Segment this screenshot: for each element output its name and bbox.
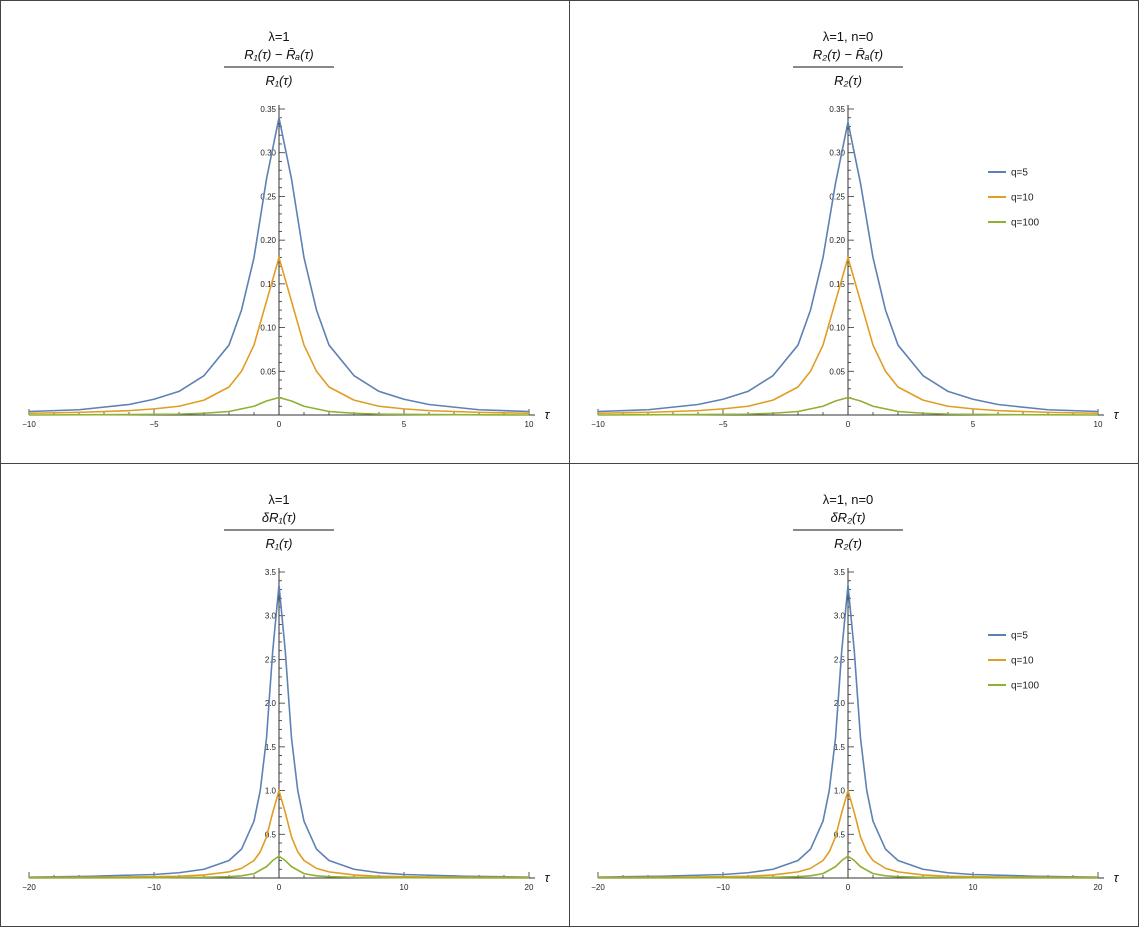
chart-panel-2: λ=1, n=0 R₂(τ) − R̄ₐ(τ) R₂(τ) −10 −5 0 5 10 τ 0.0…: [570, 1, 1138, 463]
series-line-q=100: [597, 855, 1099, 879]
y-tick-label: 1.5: [265, 743, 277, 752]
x-axis-label: τ: [545, 870, 551, 885]
chart-panel-4: λ=1, n=0 δR₂(τ) R₂(τ) −20 −10 0 10 20 τ 0.5 1.0 1.5…: [570, 464, 1138, 926]
y-tick-label: 0.10: [829, 324, 845, 333]
series-line-q=10: [28, 789, 530, 879]
y-tick-label: 0.5: [265, 830, 277, 839]
x-tick-label: 20: [1094, 883, 1103, 892]
y-tick-label: 0.30: [260, 149, 276, 158]
x-tick-label: −10: [147, 883, 161, 892]
x-tick-label: −5: [718, 420, 728, 429]
series-line-q=10: [597, 789, 1099, 879]
y-tick-label: 0.10: [260, 324, 276, 333]
y-tick-label: 0.20: [260, 236, 276, 245]
x-tick-label: −10: [22, 420, 36, 429]
series-line-q=5: [597, 121, 1099, 413]
series-line-q=10: [597, 256, 1099, 415]
x-tick-label: 0: [846, 420, 851, 429]
x-axis-label: τ: [545, 407, 551, 422]
series-line-q=5: [28, 116, 530, 413]
y-tick-label: 0.35: [260, 105, 276, 114]
x-tick-label: 10: [1094, 420, 1103, 429]
y-tick-label: 1.0: [834, 787, 846, 796]
y-tick-label: 0.05: [829, 367, 845, 376]
y-tick-label: 2.5: [265, 655, 277, 664]
x-tick-label: −10: [591, 420, 605, 429]
y-tick-label: 0.15: [260, 280, 276, 289]
x-tick-label: 5: [402, 420, 407, 429]
fraction-numerator: R₁(τ) − R̄ₐ(τ): [244, 47, 313, 62]
legend-label: q=5: [1011, 168, 1028, 179]
chart-panel-1: λ=1 R₁(τ) − R̄ₐ(τ) R₁(τ) −10 −5 0 5 10 τ 0.05 0.10…: [1, 1, 569, 463]
y-tick-label: 0.30: [829, 149, 845, 158]
x-tick-label: −5: [149, 420, 159, 429]
series-line-q=10: [28, 256, 530, 415]
chart-title: λ=1, n=0: [823, 492, 874, 507]
x-tick-label: 0: [846, 883, 851, 892]
x-tick-label: 10: [969, 883, 978, 892]
legend-label: q=10: [1011, 656, 1034, 667]
x-tick-label: −20: [591, 883, 605, 892]
chart-title: λ=1, n=0: [823, 29, 874, 44]
x-tick-label: 10: [400, 883, 409, 892]
fraction-numerator: δR₁(τ): [262, 510, 296, 525]
x-tick-label: −10: [716, 883, 730, 892]
fraction-numerator: δR₂(τ): [830, 510, 865, 525]
fraction-denominator: R₂(τ): [834, 536, 862, 551]
y-tick-label: 0.35: [829, 105, 845, 114]
series-line-q=100: [597, 396, 1099, 416]
y-tick-label: 0.5: [834, 830, 846, 839]
x-axis-label: τ: [1114, 870, 1120, 885]
y-tick-label: 1.0: [265, 787, 277, 796]
series-line-q=100: [28, 855, 530, 879]
y-tick-label: 0.25: [829, 192, 845, 201]
x-tick-label: 0: [277, 420, 282, 429]
chart-panel-3: λ=1 δR₁(τ) R₁(τ) −20 −10 0 10 20 τ 0.5 1.0 1.5 2.0 2.…: [1, 464, 569, 926]
y-tick-label: 1.5: [834, 743, 846, 752]
y-tick-label: 0.25: [260, 192, 276, 201]
legend-label: q=100: [1011, 681, 1040, 692]
y-tick-label: 3.5: [834, 568, 846, 577]
x-tick-label: 5: [971, 420, 976, 429]
x-tick-label: −20: [22, 883, 36, 892]
x-tick-label: 10: [525, 420, 534, 429]
fraction-numerator: R₂(τ) − R̄ₐ(τ): [813, 47, 883, 62]
series-line-q=5: [597, 584, 1099, 878]
y-tick-label: 2.5: [834, 655, 846, 664]
chart-title: λ=1: [268, 492, 289, 507]
y-tick-label: 3.0: [265, 612, 277, 621]
legend-label: q=100: [1011, 218, 1040, 229]
fraction-denominator: R₂(τ): [834, 73, 862, 88]
x-tick-label: 20: [525, 883, 534, 892]
fraction-denominator: R₁(τ): [265, 73, 292, 88]
series-line-q=100: [28, 396, 530, 416]
x-tick-label: 0: [277, 883, 282, 892]
y-tick-label: 3.5: [265, 568, 277, 577]
series-line-q=5: [28, 584, 530, 878]
legend-label: q=5: [1011, 631, 1028, 642]
y-tick-label: 0.20: [829, 236, 845, 245]
y-tick-label: 0.15: [829, 280, 845, 289]
legend-label: q=10: [1011, 193, 1034, 204]
y-tick-label: 2.0: [834, 699, 846, 708]
y-tick-label: 3.0: [834, 612, 846, 621]
x-axis-label: τ: [1114, 407, 1120, 422]
y-tick-label: 2.0: [265, 699, 277, 708]
y-tick-label: 0.05: [260, 367, 276, 376]
fraction-denominator: R₁(τ): [265, 536, 292, 551]
chart-title: λ=1: [268, 29, 289, 44]
